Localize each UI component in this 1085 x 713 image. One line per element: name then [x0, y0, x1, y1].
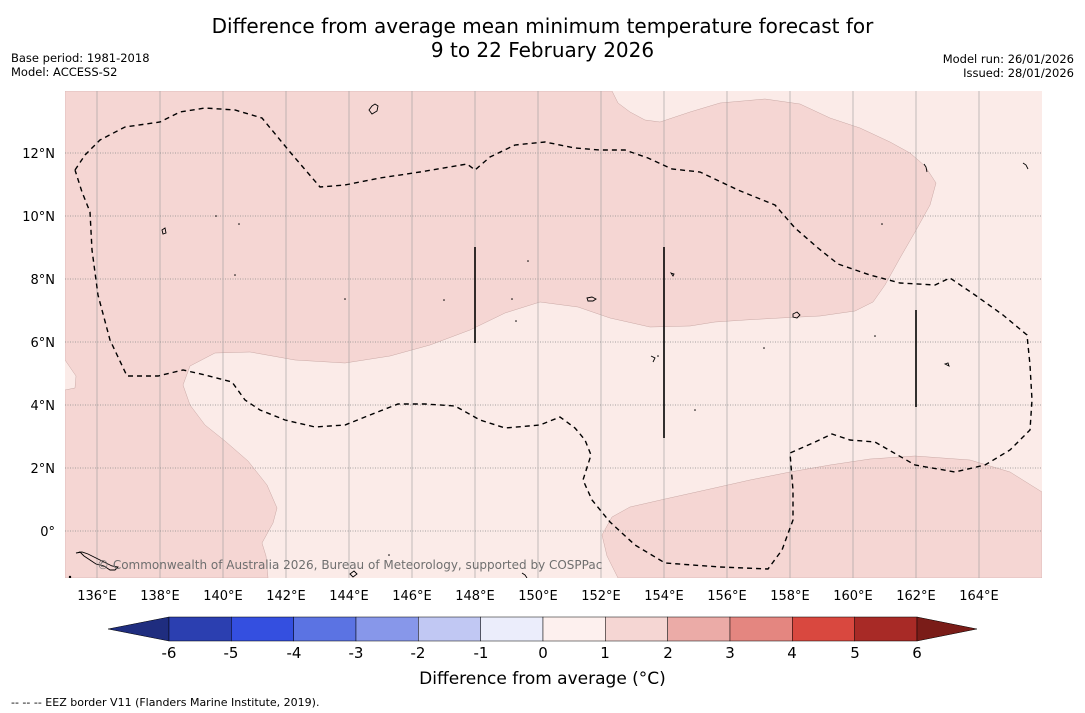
lat-label: 6°N — [31, 336, 56, 351]
eez-solid-segments — [474, 247, 917, 438]
lon-label: 146°E — [392, 589, 432, 604]
lon-label: 160°E — [833, 589, 873, 604]
colorbar-bin — [792, 616, 855, 642]
meta-left: Base period: 1981-2018 Model: ACCESS-S2 — [11, 51, 150, 79]
colorbar-title: Difference from average (°C) — [419, 669, 666, 689]
colorbar-overflow-triangle — [916, 616, 978, 642]
colorbar-tick: 2 — [663, 644, 673, 662]
lon-label: 154°E — [644, 589, 684, 604]
map-area — [65, 91, 1042, 578]
latitude-grid — [65, 152, 1042, 532]
lon-label: 142°E — [266, 589, 306, 604]
lon-label: 158°E — [770, 589, 810, 604]
meta-right: Model run: 26/01/2026 Issued: 28/01/2026 — [943, 52, 1074, 80]
colorbar-bin — [854, 616, 918, 642]
colorbar — [107, 616, 978, 642]
colorbar-tick: -2 — [411, 644, 426, 662]
lon-label: 148°E — [455, 589, 495, 604]
colorbar-bin — [605, 616, 668, 642]
colorbar-tick: 3 — [725, 644, 735, 662]
lon-label: 138°E — [140, 589, 180, 604]
lat-label: 0° — [40, 525, 55, 540]
title-line-2: 9 to 22 February 2026 — [430, 38, 655, 62]
lon-label: 150°E — [518, 589, 558, 604]
colorbar-bin — [729, 616, 793, 642]
colorbar-tick: -3 — [349, 644, 364, 662]
lat-label: 4°N — [31, 399, 56, 414]
lat-label: 2°N — [31, 462, 56, 477]
colorbar-bin — [480, 616, 544, 642]
colorbar-tick: 5 — [850, 644, 860, 662]
colorbar-tick: 1 — [600, 644, 610, 662]
copyright-notice: © Commonwealth of Australia 2026, Bureau… — [97, 558, 603, 572]
colorbar-bin — [355, 616, 419, 642]
colorbar-tick: -4 — [287, 644, 302, 662]
colorbar-tick: -6 — [162, 644, 177, 662]
anomaly-1-2-southeast-region — [601, 455, 1042, 578]
lon-label: 136°E — [77, 589, 117, 604]
base-period: Base period: 1981-2018 — [11, 51, 150, 65]
colorbar-tick: 4 — [787, 644, 797, 662]
colorbar-tick: 0 — [538, 644, 548, 662]
colorbar-bin — [418, 616, 481, 642]
lat-label: 8°N — [31, 273, 56, 288]
lat-label: 10°N — [22, 210, 55, 225]
lon-label: 152°E — [581, 589, 621, 604]
eez-borders — [74, 107, 1033, 570]
colorbar-bin — [293, 616, 357, 642]
lon-label: 144°E — [329, 589, 369, 604]
lon-label: 162°E — [896, 589, 936, 604]
colorbar-bin — [168, 616, 232, 642]
latitude-labels: 12°N 10°N 8°N 6°N 4°N 2°N 0° — [22, 147, 55, 540]
longitude-labels: 136°E 138°E 140°E 142°E 144°E 146°E 148°… — [77, 589, 999, 604]
colorbar-underflow-triangle — [107, 616, 170, 642]
colorbar-bin — [667, 616, 731, 642]
islands — [75, 103, 1029, 578]
lon-label: 140°E — [203, 589, 243, 604]
eez-palau-fsm-north — [74, 107, 1033, 570]
anomaly-1-2-north-region — [65, 91, 937, 578]
lon-label: 156°E — [707, 589, 747, 604]
lon-label: 164°E — [959, 589, 999, 604]
chart-title: Difference from average mean minimum tem… — [0, 14, 1085, 62]
eez-footnote: -- -- -- EEZ border V11 (Flanders Marine… — [11, 696, 320, 709]
colorbar-bin — [542, 616, 606, 642]
colorbar-tick: 6 — [912, 644, 922, 662]
colorbar-bin — [231, 616, 294, 642]
model-run: Model run: 26/01/2026 — [942, 52, 1074, 66]
title-line-1: Difference from average mean minimum tem… — [211, 14, 874, 38]
model-name: Model: ACCESS-S2 — [11, 65, 118, 79]
colorbar-tick: -5 — [224, 644, 239, 662]
colorbar-tick: -1 — [474, 644, 489, 662]
small-islands — [68, 215, 883, 578]
colorbar-tick-labels: -6 -5 -4 -3 -2 -1 0 1 2 3 4 5 6 — [162, 644, 922, 662]
issued-date: Issued: 28/01/2026 — [963, 66, 1074, 80]
lat-label: 12°N — [22, 147, 55, 162]
